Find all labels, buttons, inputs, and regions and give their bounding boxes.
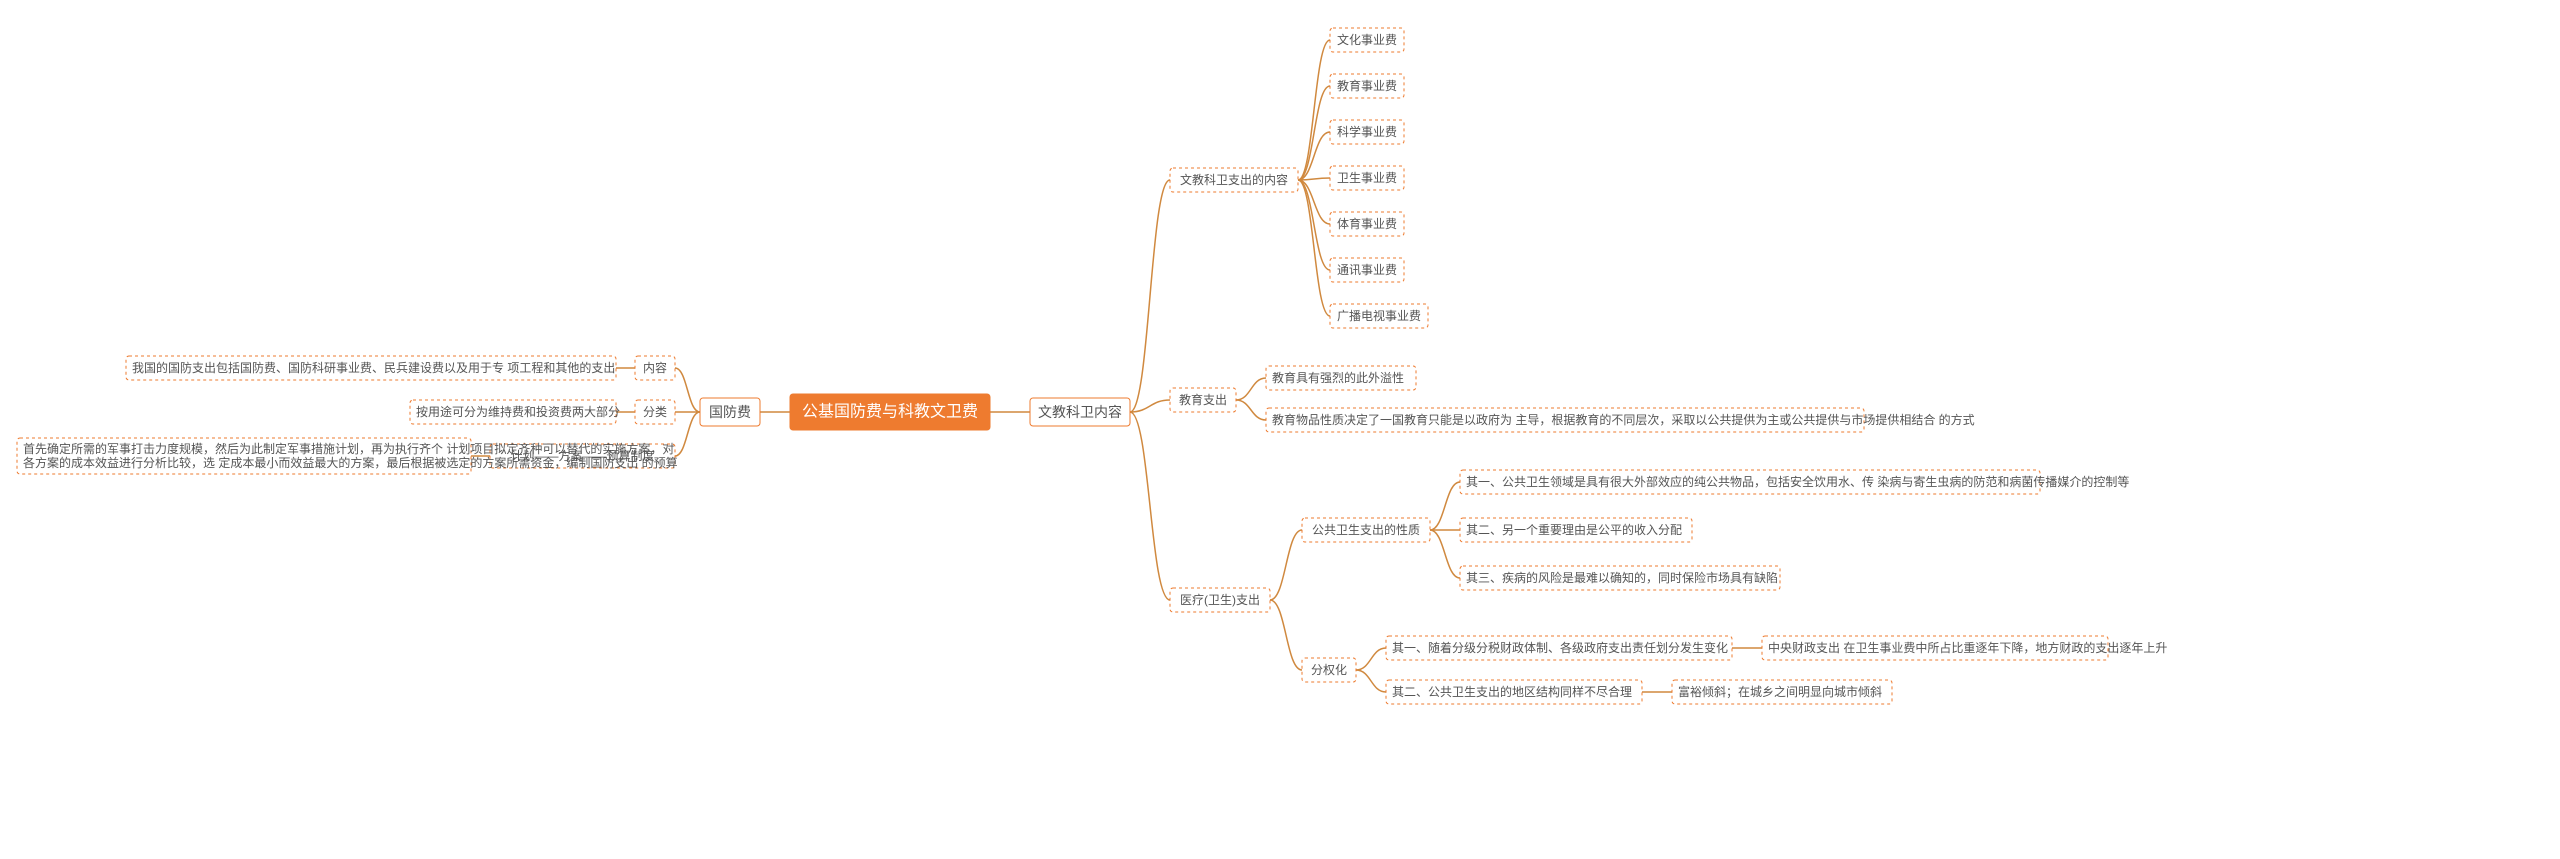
med-nature-item-2-label: 其三、疾病的风险是最难以确知的，同时保险市场具有缺陷 xyxy=(1466,570,1778,585)
defense-category-label: 分类 xyxy=(643,405,667,419)
culture-edu-label: 教育支出 xyxy=(1179,392,1227,407)
catexpense-item-3-label: 卫生事业费 xyxy=(1337,171,1397,185)
catexpense-item-2-label: 科学事业费 xyxy=(1337,124,1397,139)
nodes-layer: 公基国防费与科教文卫费 国防费 文教科卫内容 内容 我国的国防支出包括国防费、国防科研事… xyxy=(17,28,2167,704)
catexpense-item-0-label: 文化事业费 xyxy=(1337,32,1397,47)
catexpense-item-6-label: 广播电视事业费 xyxy=(1337,308,1421,323)
decentral-item-1-detail-label: 富裕倾斜；在城乡之间明显向城市倾斜 xyxy=(1678,684,1882,699)
mindmap-canvas: 公基国防费与科教文卫费 国防费 文教科卫内容 内容 我国的国防支出包括国防费、国防科研事… xyxy=(0,0,2560,859)
edu-item-1-label: 教育物品性质决定了一国教育只能是以政府为 主导，根据教育的不同层次，采取以公共提… xyxy=(1272,412,1975,427)
catexpense-item-4-label: 体育事业费 xyxy=(1337,216,1397,231)
defense-content-detail-label: 我国的国防支出包括国防费、国防科研事业费、民兵建设费以及用于专 项工程和其他的支… xyxy=(132,360,615,375)
culture-med-label: 医疗(卫生)支出 xyxy=(1180,593,1260,607)
defense-category-detail-label: 按用途可分为维持费和投资费两大部分 xyxy=(416,404,620,419)
catexpense-item-1-label: 教育事业费 xyxy=(1337,78,1397,93)
catexpense-item-5-label: 通讯事业费 xyxy=(1337,263,1397,277)
decentral-item-0-detail-label: 中央财政支出 在卫生事业费中所占比重逐年下降，地方财政的支出逐年上升 xyxy=(1768,640,2167,655)
l1-defense-label: 国防费 xyxy=(709,404,751,420)
defense-content-label: 内容 xyxy=(643,360,667,375)
decentral-item-0-label: 其一、随着分级分税财政体制、各级政府支出责任划分发生变化 xyxy=(1392,640,1728,655)
edu-item-0-label: 教育具有强烈的此外溢性 xyxy=(1272,370,1404,385)
med-nature-item-0-label: 其一、公共卫生领域是具有很大外部效应的纯公共物品，包括安全饮用水、传 染病与寄生… xyxy=(1466,474,2129,489)
defense-plan-detail-label: 首先确定所需的军事打击力度规模，然后为此制定军事措施计划，再为执行齐个 计划项目… xyxy=(23,441,678,470)
med-decentral-label: 分权化 xyxy=(1311,663,1347,677)
med-nature-label: 公共卫生支出的性质 xyxy=(1312,522,1420,537)
l1-culture-label: 文教科卫内容 xyxy=(1038,404,1122,420)
decentral-item-1-label: 其二、公共卫生支出的地区结构同样不尽合理 xyxy=(1392,684,1632,699)
root-node-label: 公基国防费与科教文卫费 xyxy=(802,403,978,421)
culture-catexpense-label: 文教科卫支出的内容 xyxy=(1180,172,1288,187)
med-nature-item-1-label: 其二、另一个重要理由是公平的收入分配 xyxy=(1466,522,1682,537)
